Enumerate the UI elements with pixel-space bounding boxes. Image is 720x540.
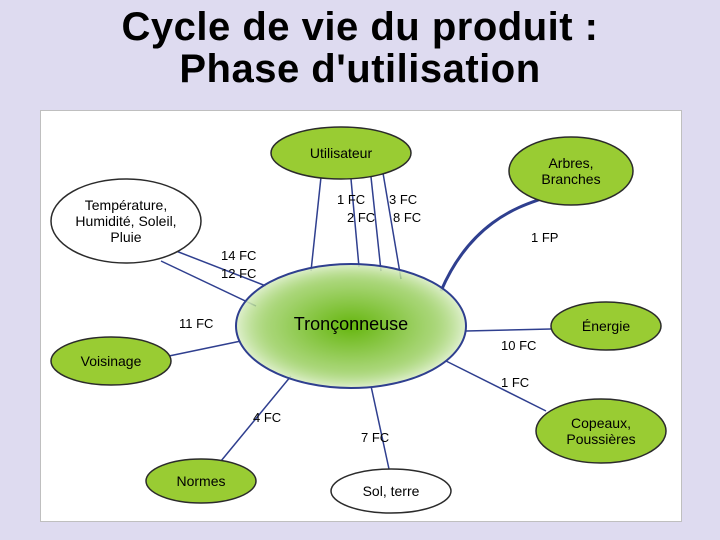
node-label-arbres: Arbres, Branches xyxy=(509,155,633,187)
diagram-canvas: 1 FC 2 FC 3 FC 8 FC 1 FP 10 FC 1 FC 7 FC 4 FC 11 … xyxy=(40,110,682,522)
node-label-energie: Énergie xyxy=(551,318,661,334)
edge xyxy=(383,173,401,279)
edge-label: 3 FC xyxy=(389,193,417,208)
edge xyxy=(466,329,551,331)
edge-label: 14 FC xyxy=(221,249,256,264)
node-label-sol: Sol, terre xyxy=(331,483,451,499)
edge xyxy=(311,177,321,271)
edge xyxy=(169,341,241,356)
edge xyxy=(446,361,546,411)
edge xyxy=(441,199,541,291)
edge-label: 10 FC xyxy=(501,339,536,354)
edge-label: 4 FC xyxy=(253,411,281,426)
node-label-normes: Normes xyxy=(146,473,256,489)
node-label-copeaux: Copeaux, Poussières xyxy=(536,415,666,447)
edge xyxy=(371,386,389,469)
node-label-utilisateur: Utilisateur xyxy=(271,145,411,161)
edge-label: 7 FC xyxy=(361,431,389,446)
page-title: Cycle de vie du produit : Phase d'utilis… xyxy=(0,0,720,94)
edge-label: 1 FC xyxy=(501,376,529,391)
edge-label: 1 FC xyxy=(337,193,365,208)
node-label-temperature: Température, Humidité, Soleil, Pluie xyxy=(51,197,201,245)
node-label-voisinage: Voisinage xyxy=(51,353,171,369)
edge-label: 2 FC xyxy=(347,211,375,226)
edge-label: 12 FC xyxy=(221,267,256,282)
title-line-2: Phase d'utilisation xyxy=(179,47,540,91)
edge-label: 8 FC xyxy=(393,211,421,226)
center-node-label: Tronçonneuse xyxy=(251,314,451,335)
edge-label: 1 FP xyxy=(531,231,558,246)
edge-label: 11 FC xyxy=(179,317,213,332)
title-line-1: Cycle de vie du produit : xyxy=(121,5,598,49)
